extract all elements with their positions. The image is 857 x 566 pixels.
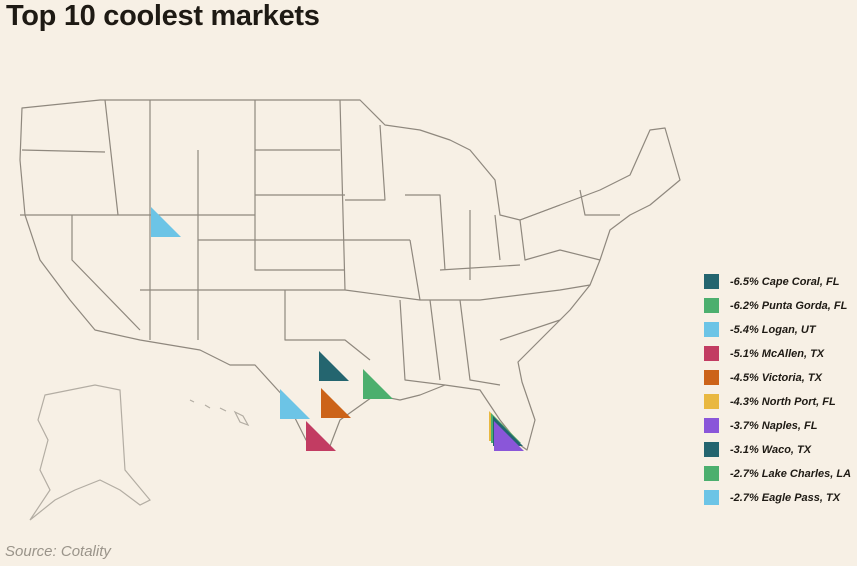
legend-label: -6.5% Cape Coral, FL [730,276,840,288]
legend-swatch [704,274,719,289]
legend-label: -2.7% Eagle Pass, TX [730,492,841,504]
legend-label: -5.4% Logan, UT [730,324,816,336]
legend-item: -2.7% Lake Charles, LA [704,466,854,481]
legend: -6.5% Cape Coral, FL -6.2% Punta Gorda, F… [704,274,854,514]
legend-item: -4.3% North Port, FL [704,394,854,409]
legend-swatch [704,322,719,337]
legend-item: -4.5% Victoria, TX [704,370,854,385]
legend-label: -5.1% McAllen, TX [730,348,825,360]
legend-swatch [704,298,719,313]
market-marker-10 [280,389,310,419]
us-outline [19,99,681,451]
legend-label: -4.5% Victoria, TX [730,372,822,384]
legend-swatch [704,466,719,481]
legend-label: -4.3% North Port, FL [730,396,836,408]
market-marker-7 [494,421,524,451]
page-title: Top 10 coolest markets [6,0,320,32]
alaska-outline [29,384,151,521]
legend-item: -5.1% McAllen, TX [704,346,854,361]
legend-item: -6.5% Cape Coral, FL [704,274,854,289]
legend-swatch [704,442,719,457]
market-marker-8 [319,351,349,381]
market-marker-3 [151,207,181,237]
legend-label: -6.2% Punta Gorda, FL [730,300,848,312]
alaska-hawaii [29,384,250,521]
legend-item: -3.7% Naples, FL [704,418,854,433]
legend-label: -3.1% Waco, TX [730,444,812,456]
legend-item: -2.7% Eagle Pass, TX [704,490,854,505]
legend-swatch [704,394,719,409]
source-note: Source: Cotality [5,543,111,560]
market-marker-4 [306,421,336,451]
legend-item: -5.4% Logan, UT [704,322,854,337]
state-borders [19,99,681,451]
legend-swatch [704,346,719,361]
legend-item: -3.1% Waco, TX [704,442,854,457]
market-markers [151,207,524,451]
legend-label: -2.7% Lake Charles, LA [730,468,852,480]
legend-swatch [704,370,719,385]
legend-label: -3.7% Naples, FL [730,420,818,432]
legend-swatch [704,418,719,433]
hawaii-outline [189,399,250,427]
market-marker-9 [363,369,393,399]
legend-swatch [704,490,719,505]
legend-item: -6.2% Punta Gorda, FL [704,298,854,313]
market-marker-5 [321,388,351,418]
